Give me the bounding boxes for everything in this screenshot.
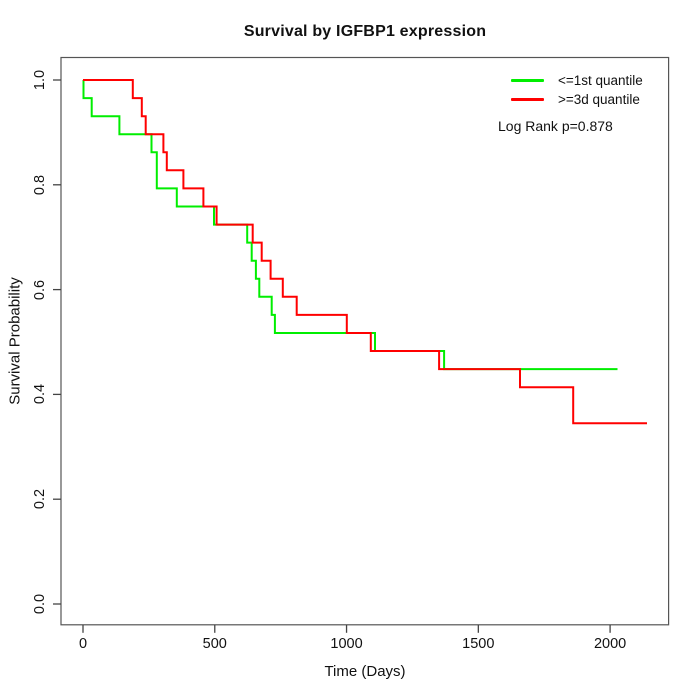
y-tick-label: 1.0 bbox=[32, 69, 48, 91]
legend-line-green-icon bbox=[511, 79, 544, 82]
x-tick-label: 1500 bbox=[462, 636, 495, 652]
y-tick-label: 0.8 bbox=[32, 174, 48, 195]
x-tick-label: 0 bbox=[78, 636, 88, 652]
y-tick-label: 0.2 bbox=[32, 489, 48, 510]
km-curve-first-quantile bbox=[82, 79, 618, 371]
y-axis-label: Survival Probability bbox=[6, 277, 24, 405]
log-rank-annotation: Log Rank p=0.878 bbox=[498, 118, 613, 134]
legend-label-first-quantile: <=1st quantile bbox=[558, 73, 643, 88]
legend-entry-third-quantile: >=3d quantile bbox=[498, 90, 643, 109]
chart-title: Survival by IGFBP1 expression bbox=[243, 23, 487, 40]
legend-line-red-icon bbox=[511, 98, 544, 101]
x-axis-label: Time (Days) bbox=[324, 663, 406, 680]
legend-entry-first-quantile: <=1st quantile bbox=[498, 71, 643, 90]
legend-label-third-quantile: >=3d quantile bbox=[558, 92, 640, 107]
x-tick-label: 500 bbox=[202, 636, 227, 652]
y-tick-label: 0.4 bbox=[32, 384, 48, 405]
legend: <=1st quantile >=3d quantile Log Rank p=… bbox=[498, 71, 643, 134]
x-tick-label: 1000 bbox=[330, 636, 363, 652]
plot-border bbox=[60, 56, 670, 626]
x-tick-label: 2000 bbox=[593, 636, 627, 652]
y-tick-label: 0.0 bbox=[32, 593, 48, 615]
y-tick-label: 0.6 bbox=[32, 279, 48, 300]
km-curve-third-quantile bbox=[83, 79, 647, 425]
